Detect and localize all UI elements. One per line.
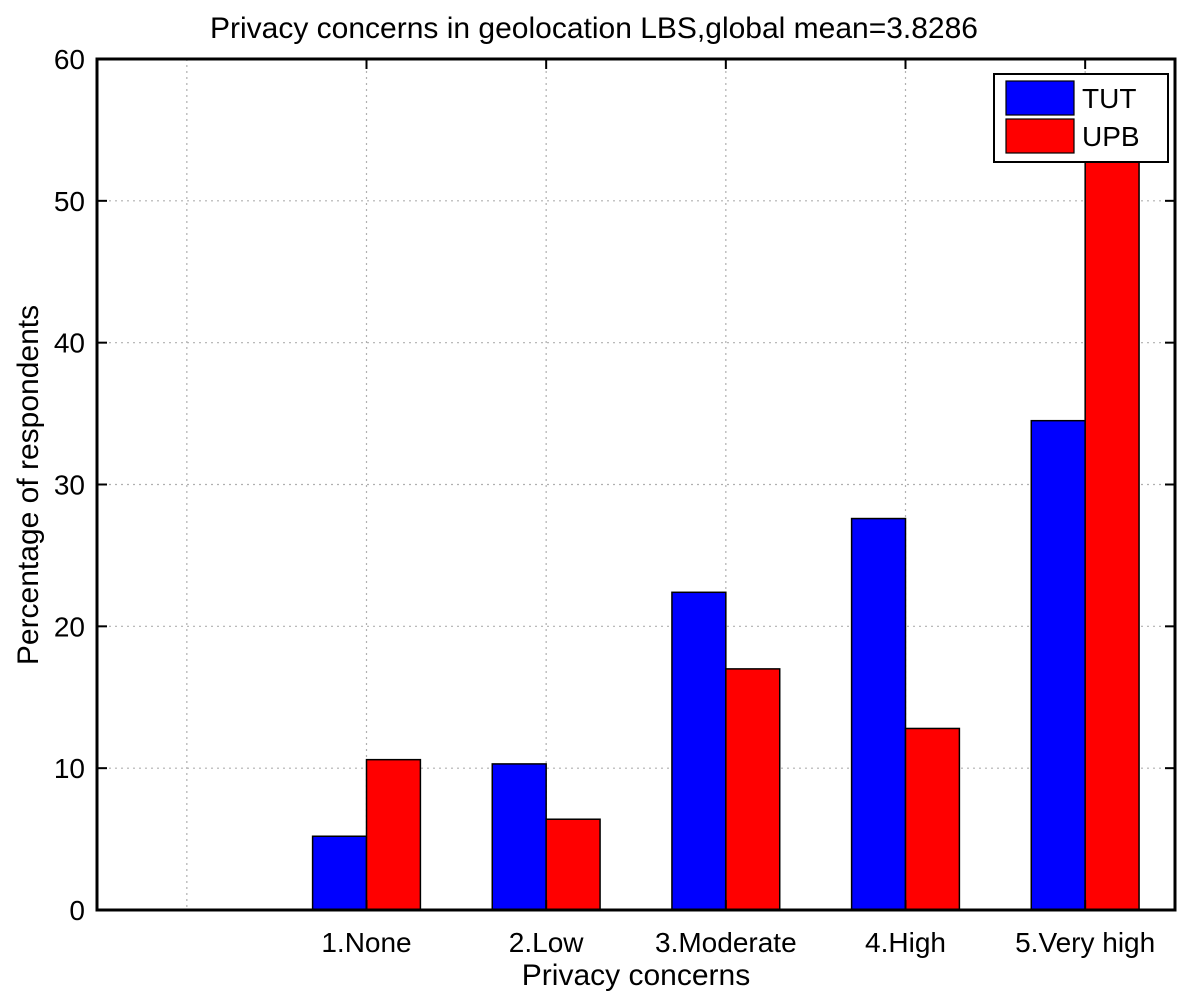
bar-tut-3 [671,591,727,911]
y-tick-label: 40 [54,328,85,359]
bar-tut-4 [850,517,907,911]
bar-upb-2 [545,818,601,911]
y-tick-label: 60 [54,44,85,75]
x-ticks: 1.None 2.Low 3.Moderate 4.High 5.Very high [321,59,1155,958]
bar-tut-2 [491,763,547,911]
y-axis-label: Percentage of respondents [12,305,45,665]
y-tick-label: 10 [54,753,85,784]
x-tick-label: 5.Very high [1015,927,1155,958]
y-tick-label: 30 [54,470,85,501]
x-tick-label: 2.Low [509,927,584,958]
y-tick-label: 50 [54,186,85,217]
bar-upb-5 [1084,154,1140,911]
bar-tut-1 [311,835,368,911]
legend-label-tut: TUT [1082,83,1136,114]
bars [97,154,1175,912]
y-ticks: 0 10 20 30 40 50 60 [54,44,1175,926]
chart-title: Privacy concerns in geolocation LBS,glob… [210,12,978,45]
x-tick-label: 4.High [865,927,946,958]
legend-label-upb: UPB [1082,121,1140,152]
plot-frame [95,57,1177,912]
bar-upb-3 [725,668,781,911]
bar-upb-4 [904,727,961,911]
grid-lines [97,59,1175,910]
legend-swatch-upb [1005,118,1075,154]
legend: TUT UPB [993,73,1169,163]
x-tick-label: 1.None [321,927,411,958]
bar-tut-5 [1030,419,1086,911]
x-tick-label: 3.Moderate [655,927,797,958]
bar-upb-1 [365,758,422,911]
y-tick-label: 0 [69,895,85,926]
legend-swatch-tut [1005,80,1075,116]
x-axis-label: Privacy concerns [522,959,750,992]
y-tick-label: 20 [54,611,85,642]
